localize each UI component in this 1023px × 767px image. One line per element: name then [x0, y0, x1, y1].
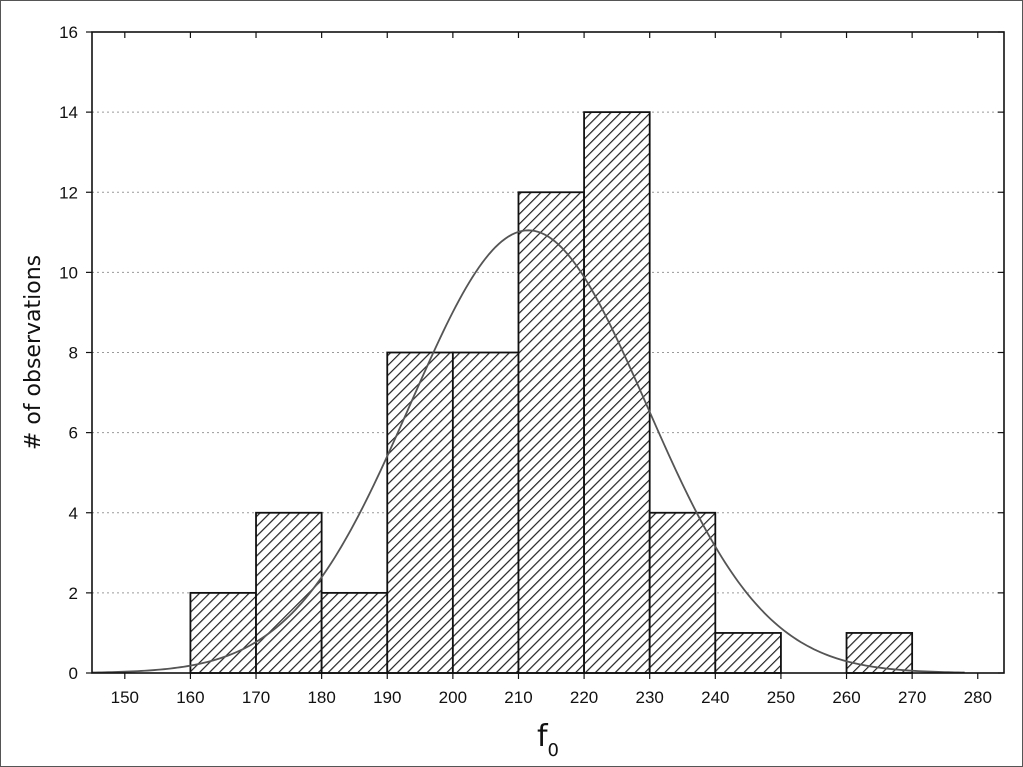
bars	[189, 111, 914, 674]
x-tick-label: 250	[767, 688, 795, 707]
x-axis-label: f0	[537, 719, 559, 761]
x-tick-label: 170	[242, 688, 270, 707]
y-axis-label-group: # of observations	[21, 255, 46, 450]
histogram-bar	[845, 632, 914, 674]
x-tick-label: 150	[111, 688, 139, 707]
y-tick-label: 0	[69, 664, 78, 683]
axis-ticks: 150 160 170 180 190 200 210 220 230 240 250 260 270 2…	[59, 23, 1004, 707]
x-tick-label: 270	[898, 688, 926, 707]
x-tick-label: 180	[307, 688, 335, 707]
histogram-bar	[714, 632, 782, 674]
x-axis-label-main: f	[537, 719, 549, 754]
y-axis-label: # of observations	[21, 255, 46, 450]
x-tick-label: 200	[439, 688, 467, 707]
x-tick-label: 190	[373, 688, 401, 707]
x-tick-label: 210	[504, 688, 532, 707]
x-tick-label: 160	[176, 688, 204, 707]
histogram-bar	[189, 591, 257, 674]
normal-fit-curve	[91, 229, 965, 674]
x-tick-label: 260	[832, 688, 860, 707]
normal-curve	[91, 229, 965, 674]
x-tick-label: 220	[570, 688, 598, 707]
y-tick-label: 14	[59, 103, 78, 122]
x-axis-label-subscript: 0	[548, 740, 559, 761]
x-tick-label: 240	[701, 688, 729, 707]
y-tick-label: 10	[59, 263, 78, 282]
histogram-bar	[648, 511, 717, 674]
histogram-bar	[320, 591, 389, 674]
y-tick-label: 12	[59, 183, 78, 202]
histogram-bar	[255, 511, 323, 674]
x-tick-label: 280	[964, 688, 992, 707]
y-tick-label: 2	[69, 584, 78, 603]
x-tick-label: 230	[636, 688, 664, 707]
y-tick-label: 6	[69, 424, 78, 443]
y-tick-label: 16	[59, 23, 78, 42]
histogram-bar	[517, 191, 585, 674]
histogram-bar	[583, 111, 651, 674]
histogram-bar	[386, 351, 454, 674]
y-tick-label: 8	[69, 344, 78, 363]
histogram-bar	[451, 351, 520, 674]
y-tick-label: 4	[69, 504, 78, 523]
